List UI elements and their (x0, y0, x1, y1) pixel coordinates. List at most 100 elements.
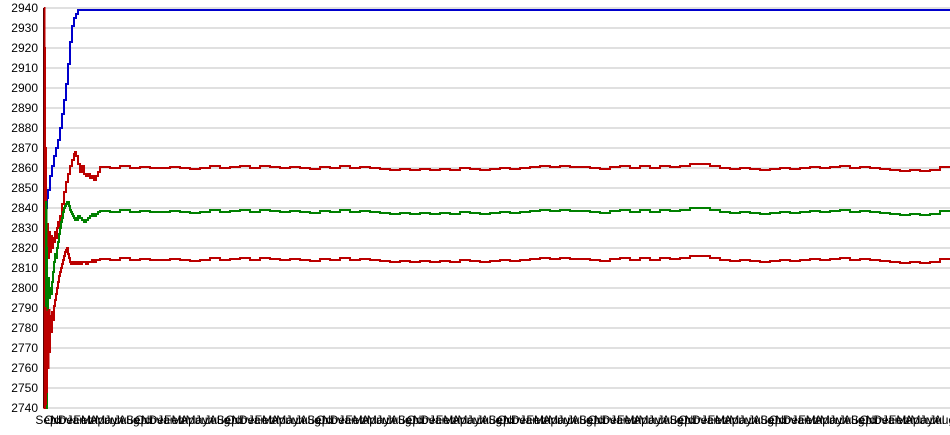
svg-text:Apr: Apr (724, 413, 743, 427)
svg-text:2760: 2760 (11, 361, 38, 375)
svg-text:2780: 2780 (11, 321, 38, 335)
svg-text:Oct: Oct (225, 413, 244, 427)
svg-text:Sep: Sep (760, 413, 782, 427)
x-axis-labels: SepOctNovDecJanFebMarAprMayJunJulAugSepO… (35, 413, 950, 427)
svg-text:May: May (639, 413, 662, 427)
svg-text:May: May (276, 413, 299, 427)
svg-text:Oct: Oct (316, 413, 335, 427)
svg-text:Jul: Jul (204, 413, 219, 427)
svg-text:Sep: Sep (579, 413, 601, 427)
svg-text:Mar: Mar (172, 413, 193, 427)
svg-text:2830: 2830 (11, 221, 38, 235)
svg-text:May: May (820, 413, 843, 427)
svg-text:Jun: Jun (557, 413, 576, 427)
svg-text:Apr: Apr (452, 413, 471, 427)
svg-text:Nov: Nov (322, 413, 343, 427)
svg-text:2750: 2750 (11, 381, 38, 395)
svg-text:2870: 2870 (11, 141, 38, 155)
svg-text:Oct: Oct (497, 413, 516, 427)
svg-text:Feb: Feb (708, 413, 729, 427)
y-axis-labels: 2740 2750 2760 2770 2780 2790 2800 2810 2820 2830… (11, 1, 38, 415)
svg-text:Aug: Aug (481, 413, 502, 427)
svg-text:Jan: Jan (338, 413, 357, 427)
svg-text:Apr: Apr (814, 413, 833, 427)
svg-text:Jul: Jul (567, 413, 582, 427)
svg-text:Nov: Nov (594, 413, 615, 427)
svg-text:Mar: Mar (715, 413, 736, 427)
svg-text:Aug: Aug (571, 413, 592, 427)
svg-text:Jan: Jan (520, 413, 539, 427)
svg-text:Dec: Dec (873, 413, 894, 427)
svg-text:2900: 2900 (11, 81, 38, 95)
svg-text:Dec: Dec (239, 413, 260, 427)
svg-text:Aug: Aug (843, 413, 864, 427)
svg-text:Sep: Sep (126, 413, 148, 427)
svg-text:May: May (186, 413, 209, 427)
svg-text:Mar: Mar (896, 413, 917, 427)
svg-text:2850: 2850 (11, 181, 38, 195)
svg-text:Sep: Sep (398, 413, 420, 427)
svg-text:Aug: Aug (390, 413, 411, 427)
svg-text:Nov: Nov (141, 413, 162, 427)
svg-text:Jul: Jul (657, 413, 672, 427)
svg-text:Dec: Dec (783, 413, 804, 427)
svg-text:Jun: Jun (285, 413, 304, 427)
svg-text:2800: 2800 (11, 281, 38, 295)
svg-text:Dec: Dec (58, 413, 79, 427)
svg-text:Sep: Sep (851, 413, 873, 427)
svg-text:2740: 2740 (11, 401, 38, 415)
svg-text:Sep: Sep (35, 413, 57, 427)
svg-text:2820: 2820 (11, 241, 38, 255)
svg-text:Apr: Apr (633, 413, 652, 427)
svg-text:Dec: Dec (149, 413, 170, 427)
svg-text:Jul: Jul (929, 413, 944, 427)
svg-text:2770: 2770 (11, 341, 38, 355)
svg-text:Mar: Mar (81, 413, 102, 427)
svg-text:Feb: Feb (798, 413, 819, 427)
svg-text:Feb: Feb (255, 413, 276, 427)
svg-text:Feb: Feb (889, 413, 910, 427)
svg-text:Aug: Aug (118, 413, 139, 427)
svg-text:Mar: Mar (262, 413, 283, 427)
svg-text:Nov: Nov (866, 413, 887, 427)
svg-text:Nov: Nov (232, 413, 253, 427)
series-green-middle-line (45, 201, 950, 409)
svg-text:Oct: Oct (44, 413, 63, 427)
svg-text:Apr: Apr (90, 413, 109, 427)
svg-text:Aug: Aug (300, 413, 321, 427)
svg-text:Jan: Jan (157, 413, 176, 427)
svg-text:Apr: Apr (905, 413, 924, 427)
svg-text:Jan: Jan (882, 413, 901, 427)
svg-text:2910: 2910 (11, 61, 38, 75)
svg-text:2890: 2890 (11, 101, 38, 115)
svg-text:Sep: Sep (488, 413, 510, 427)
svg-text:Dec: Dec (692, 413, 713, 427)
svg-text:Apr: Apr (180, 413, 199, 427)
svg-text:Jan: Jan (67, 413, 86, 427)
svg-text:Feb: Feb (345, 413, 366, 427)
svg-text:2840: 2840 (11, 201, 38, 215)
svg-text:Jan: Jan (248, 413, 267, 427)
svg-text:Jan: Jan (701, 413, 720, 427)
svg-text:Jul: Jul (476, 413, 491, 427)
svg-text:Sep: Sep (217, 413, 239, 427)
svg-text:Jul: Jul (386, 413, 401, 427)
svg-text:Dec: Dec (420, 413, 441, 427)
svg-text:Aug: Aug (753, 413, 774, 427)
svg-text:Jun: Jun (920, 413, 939, 427)
svg-text:Apr: Apr (271, 413, 290, 427)
svg-text:2880: 2880 (11, 121, 38, 135)
svg-text:Sep: Sep (670, 413, 692, 427)
svg-text:May: May (729, 413, 752, 427)
svg-text:Feb: Feb (164, 413, 185, 427)
svg-text:May: May (95, 413, 118, 427)
svg-text:Jun: Jun (738, 413, 757, 427)
svg-text:Aug: Aug (209, 413, 230, 427)
svg-text:May: May (367, 413, 390, 427)
svg-text:Mar: Mar (806, 413, 827, 427)
series-red-upper-line (43, 7, 950, 409)
svg-text:Jul: Jul (839, 413, 854, 427)
svg-text:Jun: Jun (104, 413, 123, 427)
y-gridlines (43, 7, 950, 409)
